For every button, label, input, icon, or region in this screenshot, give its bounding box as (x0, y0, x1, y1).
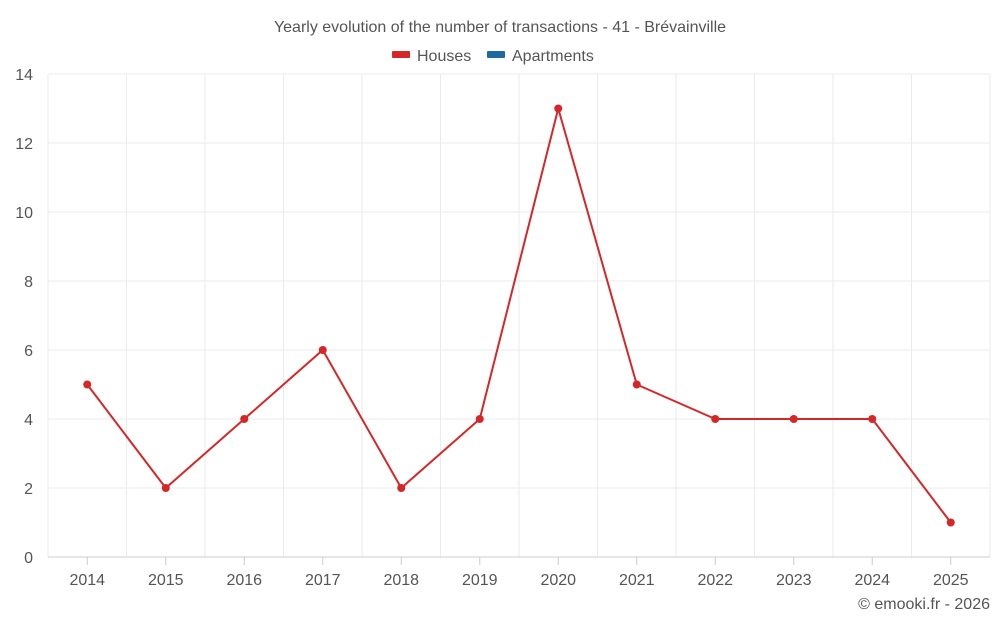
x-tick-label: 2020 (540, 572, 576, 589)
x-tick-label: 2025 (933, 572, 969, 589)
x-tick-label: 2024 (854, 572, 890, 589)
legend-swatch-houses (392, 51, 410, 58)
series-line-houses (86, 107, 952, 524)
data-point-houses[interactable] (318, 346, 327, 354)
y-axis-ticks: 0 2 4 6 8 10 12 14 (15, 67, 33, 567)
y-tick-label: 2 (24, 481, 33, 498)
x-tick-label: 2018 (383, 572, 419, 589)
legend[interactable]: Houses Apartments (392, 48, 594, 65)
x-tick-label: 2022 (697, 572, 733, 589)
y-tick-label: 0 (24, 550, 33, 567)
x-tick-label: 2014 (69, 572, 105, 589)
legend-label-apartments[interactable]: Apartments (512, 48, 594, 65)
x-tick-label: 2017 (305, 572, 341, 589)
grid (47, 73, 991, 558)
y-tick-label: 8 (24, 274, 33, 291)
y-tick-label: 6 (24, 343, 33, 360)
y-tick-label: 10 (15, 205, 33, 222)
legend-label-houses[interactable]: Houses (417, 48, 471, 65)
legend-swatch-apartments (487, 51, 505, 58)
data-point-houses[interactable] (789, 415, 798, 423)
data-point-houses[interactable] (554, 104, 563, 113)
legend-item-houses[interactable]: Houses (392, 48, 471, 65)
x-tick-label: 2019 (462, 572, 498, 589)
x-tick-label: 2015 (148, 572, 184, 589)
x-axis-ticks: 2014 2015 2016 2017 2018 2019 2020 2021 2022 2023… (69, 557, 969, 589)
y-tick-label: 4 (24, 412, 33, 429)
data-point-houses[interactable] (632, 380, 641, 389)
x-tick-label: 2016 (226, 572, 262, 589)
data-point-houses[interactable] (83, 380, 92, 389)
x-tick-label: 2021 (619, 572, 655, 589)
data-point-houses[interactable] (475, 415, 484, 423)
y-tick-label: 12 (15, 136, 33, 153)
y-tick-label: 14 (15, 67, 33, 84)
data-point-houses[interactable] (711, 415, 720, 423)
data-point-houses[interactable] (868, 415, 877, 423)
chart-title: Yearly evolution of the number of transa… (274, 19, 726, 36)
x-tick-label: 2023 (776, 572, 812, 589)
data-point-houses[interactable] (946, 518, 955, 527)
data-point-houses[interactable] (240, 415, 249, 423)
data-point-houses[interactable] (397, 484, 406, 492)
data-point-houses[interactable] (161, 484, 170, 492)
legend-item-apartments[interactable]: Apartments (487, 48, 594, 65)
series-houses (83, 104, 955, 527)
credit-text: © emooki.fr - 2026 (858, 596, 990, 613)
